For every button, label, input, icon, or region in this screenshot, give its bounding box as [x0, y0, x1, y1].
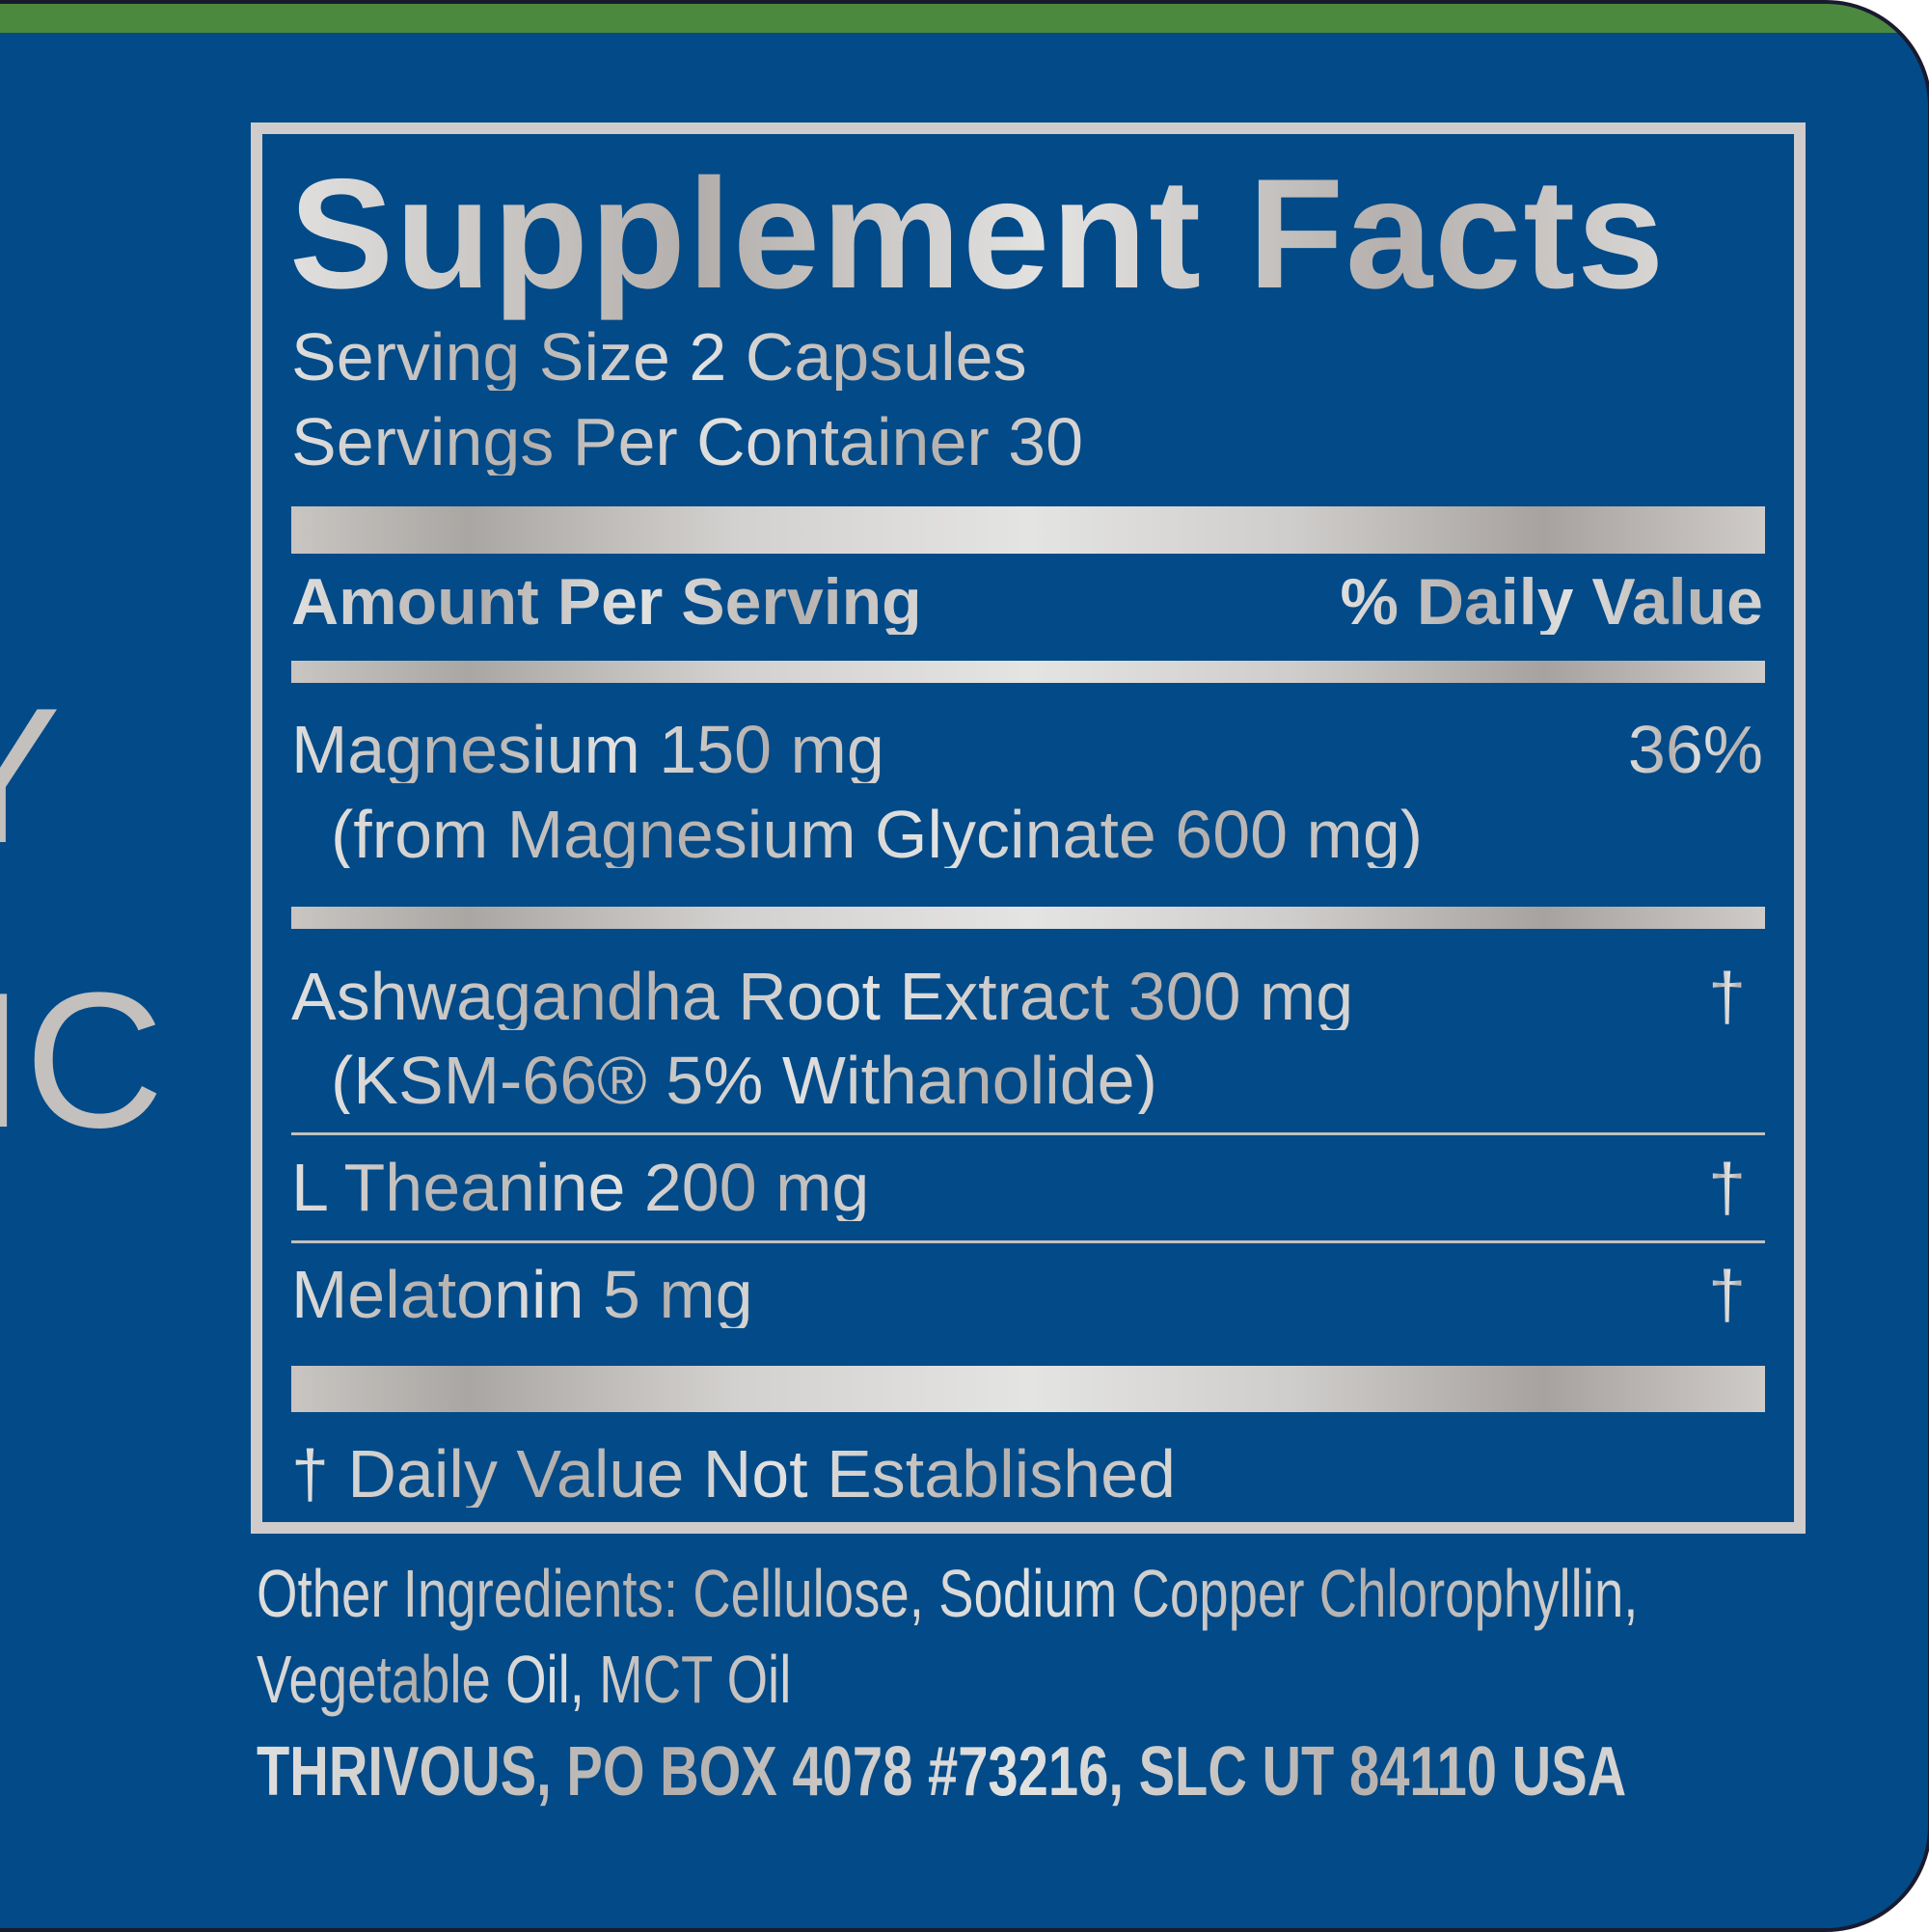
divider-thick	[291, 1366, 1765, 1412]
divider-thin	[291, 1240, 1765, 1243]
ingredient-name: Magnesium 150 mg	[291, 712, 884, 787]
ingredient-name: Ashwagandha Root Extract 300 mg	[291, 959, 1354, 1034]
ingredient-source: (KSM-66® 5% Withanolide)	[331, 1043, 1157, 1118]
divider-medium	[291, 907, 1765, 929]
ingredient-dv: †	[1708, 1257, 1746, 1332]
ingredient-source: (from Magnesium Glycinate 600 mg)	[331, 797, 1424, 872]
footnote: † Daily Value Not Established	[291, 1436, 1176, 1511]
supplement-facts-panel	[251, 122, 1806, 1534]
ingredient-dv: †	[1708, 959, 1746, 1034]
ingredient-name: Melatonin 5 mg	[291, 1257, 753, 1332]
ingredient-name: L Theanine 200 mg	[291, 1150, 870, 1225]
manufacturer-address: THRIVOUS, PO BOX 4078 #73216, SLC UT 841…	[257, 1733, 1627, 1810]
amount-per-serving-header: Amount Per Serving	[291, 565, 922, 639]
servings-per-container: Servings Per Container 30	[291, 404, 1083, 479]
ingredient-dv: 36%	[1627, 712, 1763, 787]
serving-size: Serving Size 2 Capsules	[291, 319, 1027, 395]
other-ingredients-line-2: Vegetable Oil, MCT Oil	[257, 1642, 792, 1717]
ingredient-dv: †	[1708, 1150, 1746, 1225]
other-ingredients-line-1: Other Ingredients: Cellulose, Sodium Cop…	[257, 1556, 1639, 1631]
divider-thick	[291, 506, 1765, 554]
side-brand-text-fragment: Y	[0, 666, 61, 887]
daily-value-header: % Daily Value	[1340, 565, 1763, 639]
facts-title: Supplement Facts	[289, 145, 1666, 324]
divider-thin	[291, 1132, 1765, 1135]
top-green-band	[0, 4, 1928, 33]
divider-medium	[291, 661, 1765, 683]
side-brand-text-fragment-2: IC	[0, 953, 164, 1168]
